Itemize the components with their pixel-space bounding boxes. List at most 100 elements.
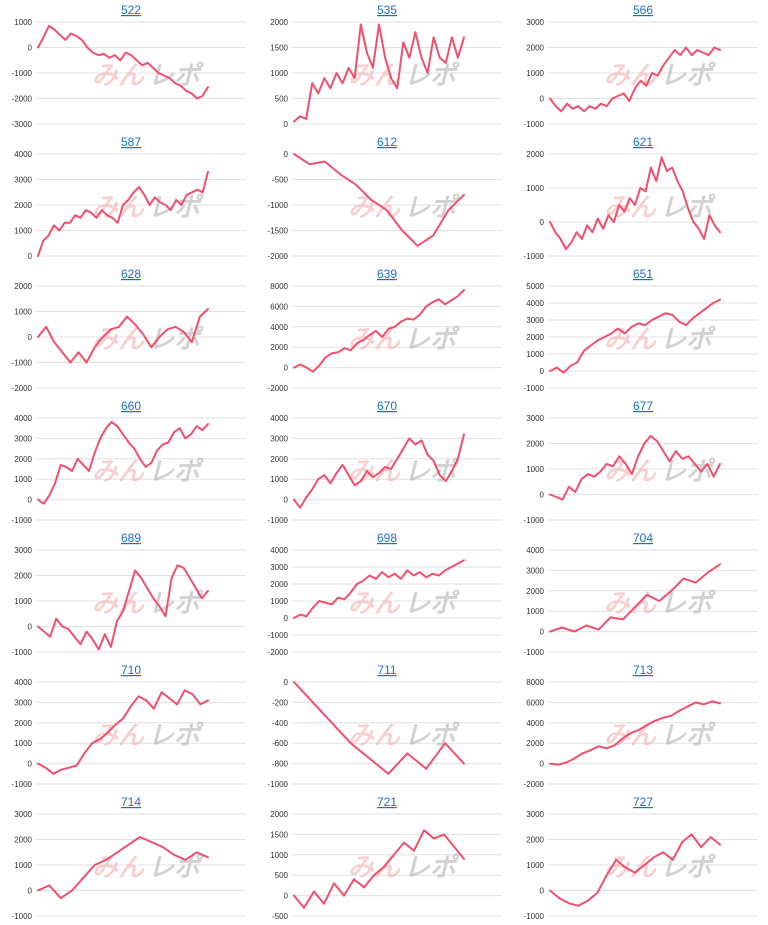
- chart-title[interactable]: 660: [121, 399, 141, 413]
- chart-title[interactable]: 704: [633, 531, 653, 545]
- chart-522: 1000 0 -1000 -2000 -3000 522 みん レポ: [0, 0, 256, 132]
- y-tick-label: -1000: [268, 201, 289, 210]
- chart-title[interactable]: 711: [377, 663, 396, 677]
- y-tick-label: -400: [272, 719, 289, 728]
- y-tick-label: 0: [284, 150, 289, 159]
- y-tick-label: 500: [275, 95, 289, 104]
- y-tick-label: -200: [272, 698, 289, 707]
- chart-704: 4000 3000 2000 1000 0 -1000 704 みん レポ: [512, 528, 768, 660]
- y-tick-label: 4000: [14, 414, 32, 423]
- chart-svg: 5000 4000 3000 2000 1000 0 -1000 651 みん レポ: [524, 267, 758, 393]
- chart-title[interactable]: 698: [377, 531, 397, 545]
- y-tick-label: 0: [540, 887, 545, 896]
- chart-title[interactable]: 713: [633, 663, 653, 677]
- chart-title[interactable]: 522: [121, 3, 141, 17]
- y-tick-label: 0: [28, 496, 33, 505]
- y-tick-label: 3000: [14, 546, 32, 555]
- y-tick-label: 2000: [526, 150, 544, 159]
- chart-title[interactable]: 710: [121, 663, 141, 677]
- y-tick-label: 3000: [526, 566, 544, 575]
- chart-title[interactable]: 587: [121, 135, 141, 149]
- y-tick-label: -1000: [12, 69, 33, 78]
- y-tick-label: 2000: [14, 572, 32, 581]
- series-line: [293, 23, 465, 123]
- series-line: [549, 833, 721, 907]
- series-line: [37, 308, 209, 364]
- watermark-logo: みん レポ: [92, 193, 204, 223]
- y-tick-label: 0: [540, 760, 545, 769]
- y-tick-label: -500: [272, 176, 289, 185]
- y-tick-label: -1000: [524, 516, 545, 525]
- chart-svg: 3000 2000 1000 0 -1000 689 みん レポ: [12, 531, 246, 657]
- y-tick-label: -2000: [12, 384, 33, 393]
- chart-title[interactable]: 628: [121, 267, 141, 281]
- chart-title[interactable]: 714: [121, 795, 141, 809]
- y-tick-label: 1000: [14, 597, 32, 606]
- y-tick-label: -800: [272, 760, 289, 769]
- y-tick-label: -1500: [268, 227, 289, 236]
- y-tick-label: 2000: [14, 282, 32, 291]
- chart-721: 2000 1500 1000 500 0 -500 721 みん レポ: [256, 792, 512, 924]
- y-tick-label: 2000: [526, 440, 544, 449]
- y-tick-label: 1000: [14, 308, 32, 317]
- chart-title[interactable]: 621: [633, 135, 653, 149]
- y-tick-label: 1000: [14, 475, 32, 484]
- series-line: [293, 559, 465, 619]
- y-tick-label: -1000: [12, 516, 33, 525]
- y-tick-label: 3000: [526, 810, 544, 819]
- chart-title[interactable]: 535: [377, 3, 397, 17]
- y-tick-label: 0: [28, 333, 33, 342]
- y-tick-label: 0: [540, 95, 545, 104]
- y-tick-label: 2000: [526, 44, 544, 53]
- y-tick-label: 4000: [14, 678, 32, 687]
- y-tick-label: 4000: [270, 546, 288, 555]
- y-tick-label: -1000: [12, 912, 33, 921]
- y-tick-label: -1000: [268, 780, 289, 789]
- chart-711: 0 -200 -400 -600 -800 -1000 711 みん レポ: [256, 660, 512, 792]
- chart-title[interactable]: 670: [377, 399, 397, 413]
- y-tick-label: 4000: [270, 323, 288, 332]
- y-tick-label: -1000: [268, 516, 289, 525]
- chart-svg: 1000 0 -1000 -2000 -3000 522 みん レポ: [12, 3, 246, 129]
- y-tick-label: 1000: [14, 861, 32, 870]
- y-tick-label: 3000: [270, 563, 288, 572]
- series-line: [37, 689, 209, 775]
- y-tick-label: 2000: [14, 455, 32, 464]
- y-tick-label: 4000: [270, 414, 288, 423]
- y-tick-label: 2000: [270, 810, 288, 819]
- y-tick-label: -2000: [12, 95, 33, 104]
- chart-svg: 3000 2000 1000 0 -1000 566 みん レポ: [524, 3, 758, 129]
- series-line: [37, 170, 209, 257]
- y-tick-label: -1000: [12, 780, 33, 789]
- y-tick-label: 1000: [14, 18, 32, 27]
- y-tick-label: 1000: [526, 607, 544, 616]
- chart-566: 3000 2000 1000 0 -1000 566 みん レポ: [512, 0, 768, 132]
- chart-612: 0 -500 -1000 -1500 -2000 612 みん レポ: [256, 132, 512, 264]
- y-tick-label: 3000: [270, 434, 288, 443]
- chart-title[interactable]: 677: [633, 399, 653, 413]
- y-tick-label: 2000: [526, 333, 544, 342]
- chart-title[interactable]: 566: [633, 3, 653, 17]
- y-tick-label: -1000: [12, 648, 33, 657]
- series-line: [37, 421, 209, 505]
- y-tick-label: 1500: [270, 44, 288, 53]
- chart-title[interactable]: 727: [633, 795, 653, 809]
- chart-698: 4000 3000 2000 1000 0 -1000 -2000 698 みん レポ: [256, 528, 512, 660]
- series-line: [293, 829, 465, 909]
- chart-title[interactable]: 689: [121, 531, 141, 545]
- y-tick-label: -2000: [524, 780, 545, 789]
- chart-689: 3000 2000 1000 0 -1000 689 みん レポ: [0, 528, 256, 660]
- chart-title[interactable]: 721: [377, 795, 397, 809]
- watermark-logo: みん レポ: [348, 325, 460, 355]
- watermark-logo: みん レポ: [604, 61, 716, 91]
- chart-svg: 4000 3000 2000 1000 0 587 みん レポ: [14, 135, 246, 261]
- y-tick-label: -2000: [268, 252, 289, 261]
- chart-621: 2000 1000 0 -1000 621 みん レポ: [512, 132, 768, 264]
- chart-title[interactable]: 612: [377, 135, 397, 149]
- y-tick-label: 0: [28, 252, 33, 261]
- series-line: [293, 289, 465, 373]
- chart-title[interactable]: 651: [633, 267, 653, 281]
- chart-title[interactable]: 639: [377, 267, 397, 281]
- y-tick-label: 6000: [526, 698, 544, 707]
